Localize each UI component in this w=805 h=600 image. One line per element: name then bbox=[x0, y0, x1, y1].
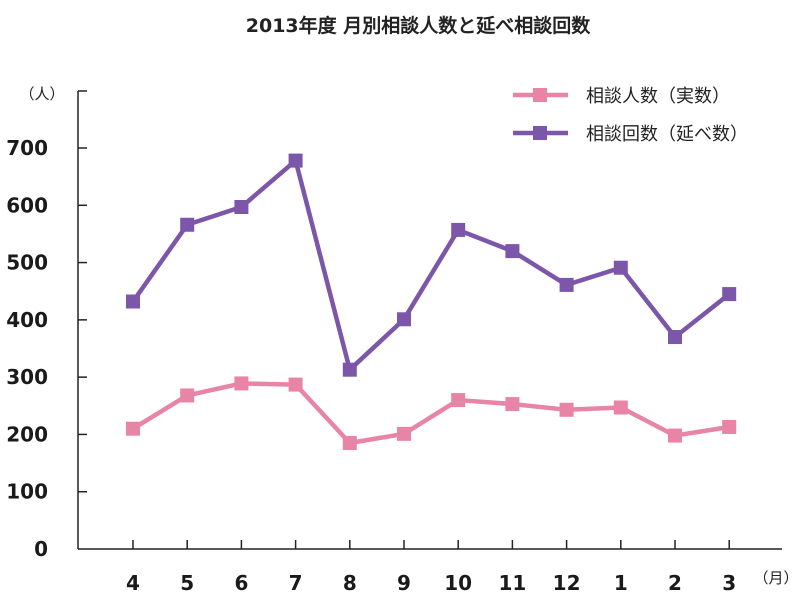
data-point bbox=[180, 217, 195, 232]
series-1 bbox=[126, 376, 737, 451]
data-point bbox=[505, 397, 520, 412]
data-point bbox=[342, 436, 357, 451]
data-point bbox=[397, 312, 411, 327]
x-axis-ticks: 4 5 6 7 8 9 10 11 12 1 2 3 bbox=[126, 540, 736, 595]
series-2 bbox=[126, 153, 737, 377]
y-tick-label: 0 bbox=[34, 537, 48, 561]
data-point bbox=[668, 428, 682, 443]
data-point bbox=[342, 362, 357, 377]
y-tick-label: 700 bbox=[6, 136, 48, 160]
y-axis-unit-label: （人） bbox=[19, 85, 64, 103]
data-point bbox=[613, 400, 628, 415]
data-point bbox=[126, 421, 140, 436]
x-tick-label: 11 bbox=[498, 571, 526, 595]
data-point bbox=[126, 294, 140, 309]
x-tick-label: 5 bbox=[180, 571, 194, 595]
series-line bbox=[131, 158, 731, 372]
data-point bbox=[451, 222, 466, 237]
data-point bbox=[234, 376, 249, 391]
x-tick-label: 12 bbox=[553, 571, 581, 595]
data-point bbox=[722, 419, 737, 434]
legend-item: 相談回数（延べ数） bbox=[513, 124, 748, 145]
x-tick-label: 6 bbox=[234, 571, 248, 595]
chart-title: 2013年度 月別相談人数と延べ相談回数 bbox=[246, 14, 591, 37]
axes bbox=[77, 90, 782, 550]
data-point bbox=[234, 200, 249, 215]
y-axis-ticks: 0 100 200 300 400 500 600 700 bbox=[6, 136, 87, 561]
data-point bbox=[559, 402, 574, 417]
x-tick-label: 4 bbox=[126, 571, 140, 595]
y-tick-label: 500 bbox=[6, 251, 48, 275]
series-layer bbox=[126, 153, 737, 451]
x-tick-label: 8 bbox=[343, 571, 357, 595]
legend-label: 相談人数（実数） bbox=[586, 86, 730, 107]
y-tick-label: 600 bbox=[6, 193, 48, 217]
data-point bbox=[668, 330, 682, 345]
legend-item: 相談人数（実数） bbox=[513, 86, 730, 107]
x-tick-label: 10 bbox=[444, 571, 472, 595]
x-tick-label: 3 bbox=[722, 571, 736, 595]
data-point bbox=[613, 260, 628, 275]
y-tick-label: 100 bbox=[6, 480, 48, 504]
y-tick-label: 300 bbox=[6, 365, 48, 389]
x-tick-label: 1 bbox=[614, 571, 628, 595]
x-tick-label: 2 bbox=[668, 571, 682, 595]
x-tick-label: 9 bbox=[397, 571, 411, 595]
legend-marker bbox=[533, 126, 547, 140]
data-point bbox=[397, 426, 411, 441]
y-tick-label: 400 bbox=[6, 308, 48, 332]
data-point bbox=[722, 287, 737, 302]
data-point bbox=[451, 393, 466, 408]
legend-marker bbox=[533, 88, 547, 102]
data-point bbox=[288, 377, 303, 392]
data-point bbox=[505, 244, 520, 259]
legend: 相談人数（実数） 相談回数（延べ数） bbox=[513, 86, 748, 145]
x-axis-unit-label: （月） bbox=[753, 569, 798, 587]
x-tick-label: 7 bbox=[289, 571, 303, 595]
data-point bbox=[288, 153, 303, 168]
series-line bbox=[131, 381, 730, 446]
data-point bbox=[180, 388, 195, 403]
data-point bbox=[559, 277, 574, 292]
legend-label: 相談回数（延べ数） bbox=[586, 124, 748, 145]
y-tick-label: 200 bbox=[6, 422, 48, 446]
